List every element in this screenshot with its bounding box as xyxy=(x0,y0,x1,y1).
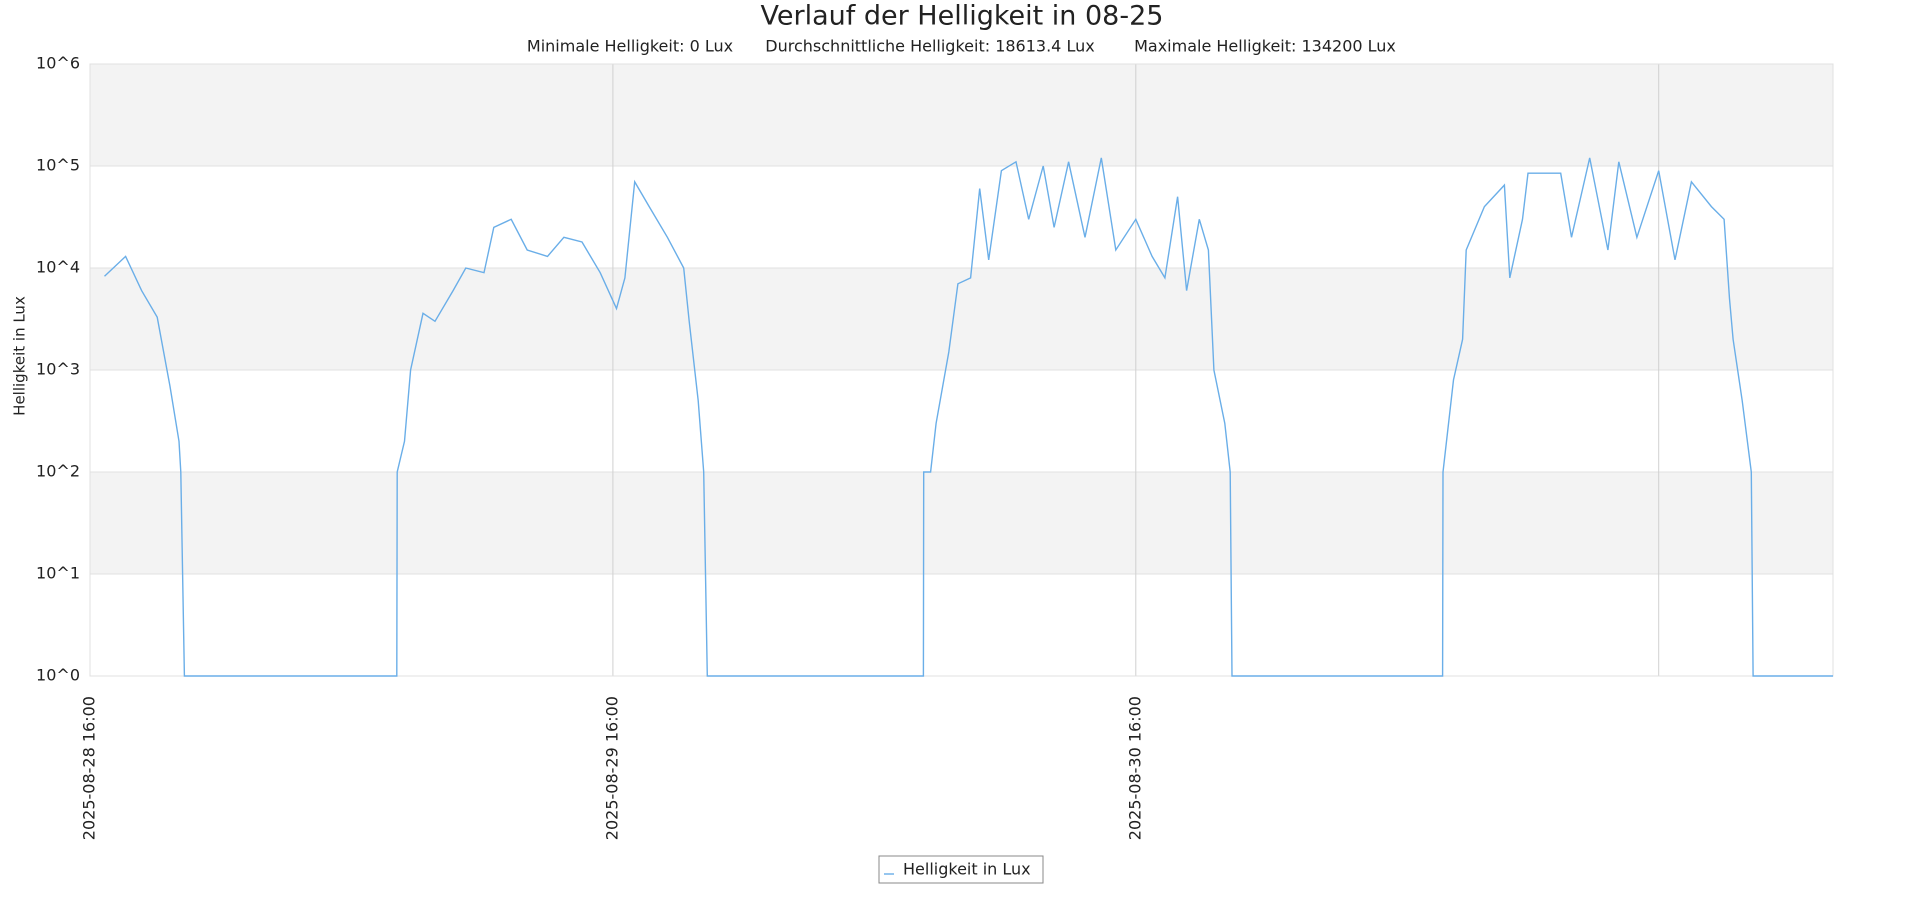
y-tick-label: 10^0 xyxy=(36,666,80,685)
x-tick-label: 2025-08-30 16:00 xyxy=(1125,696,1144,840)
subtitle: Minimale Helligkeit: 0 Lux xyxy=(527,37,733,56)
y-tick-label: 10^6 xyxy=(36,54,80,73)
data-line xyxy=(104,157,1833,677)
legend-box xyxy=(878,855,1044,884)
y-tick-label: 10^3 xyxy=(36,360,80,379)
grid-band xyxy=(90,268,1833,370)
x-tick-label: 2025-08-28 16:00 xyxy=(80,696,99,840)
x-tick-label: 2025-08-29 16:00 xyxy=(602,696,621,840)
y-tick-label: 10^2 xyxy=(36,462,80,481)
grid-band xyxy=(90,64,1833,166)
subtitle: Durchschnittliche Helligkeit: 18613.4 Lu… xyxy=(765,37,1094,56)
grid-band xyxy=(90,472,1833,574)
y-tick-label: 10^1 xyxy=(36,564,80,583)
y-axis-label: Helligkeit in Lux xyxy=(11,296,29,416)
legend-label: Helligkeit in Lux xyxy=(903,860,1031,879)
subtitle: Maximale Helligkeit: 134200 Lux xyxy=(1134,37,1396,56)
plot-border xyxy=(89,63,1834,677)
y-tick-label: 10^4 xyxy=(36,258,80,277)
chart-title: Verlauf der Helligkeit in 08-25 xyxy=(761,1,1164,32)
y-tick-label: 10^5 xyxy=(36,156,80,175)
